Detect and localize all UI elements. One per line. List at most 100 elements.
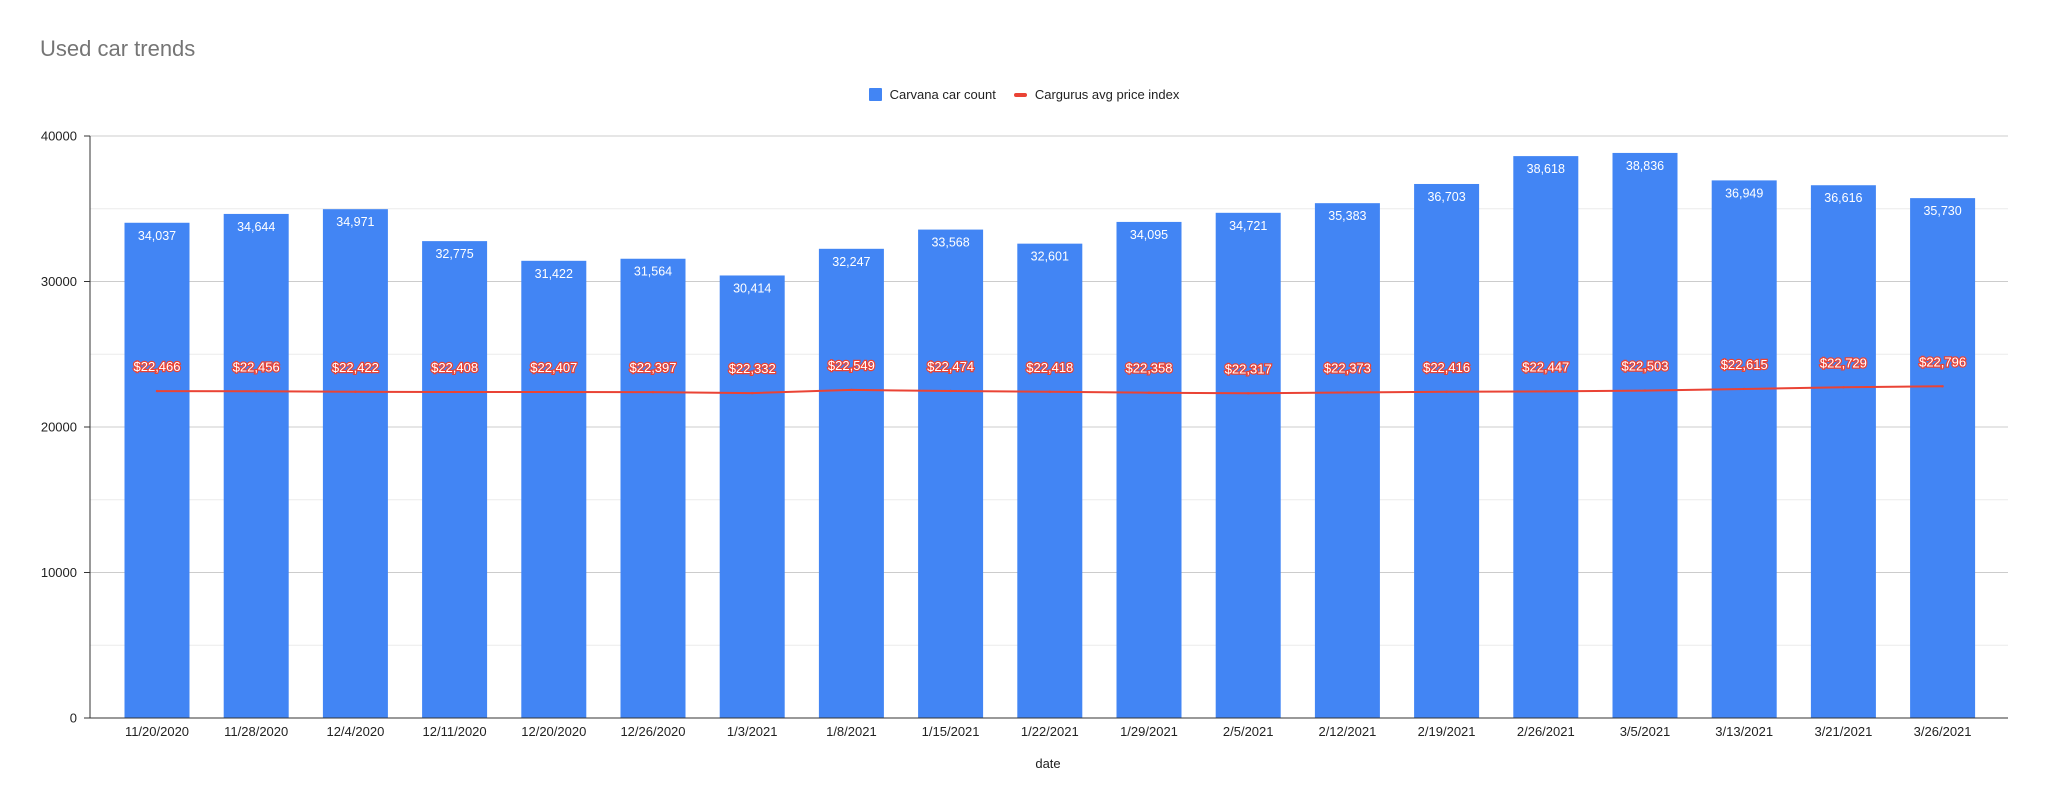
- bar-value-label: 35,730: [1923, 204, 1961, 218]
- bar-value-label: 33,568: [931, 236, 969, 250]
- legend-swatch-line: [1013, 92, 1027, 97]
- line-value-label: $22,416: [1423, 360, 1470, 375]
- line-point: [850, 388, 853, 392]
- line-value-label: $22,332: [729, 361, 776, 376]
- line-value-label: $22,397: [630, 360, 677, 375]
- bar: [1314, 203, 1380, 718]
- bar-value-label: 30,414: [733, 281, 771, 295]
- line-point: [255, 390, 258, 393]
- bar-value-label: 32,247: [832, 255, 870, 269]
- legend-label-bars: Carvana car count: [889, 87, 996, 102]
- bar: [1810, 185, 1876, 719]
- line-value-label: $22,474: [927, 359, 974, 374]
- bar-value-label: 34,037: [138, 229, 176, 243]
- line-point: [453, 390, 456, 394]
- bar-value-label: 34,095: [1130, 228, 1168, 242]
- line-point: [651, 390, 655, 394]
- line-point: [1643, 389, 1647, 392]
- line-point: [1247, 392, 1250, 395]
- line-point: [751, 391, 754, 395]
- line-value-label: $22,408: [431, 360, 478, 375]
- line-point: [1346, 391, 1349, 394]
- x-tick-label: 12/4/2020: [326, 724, 384, 739]
- line-value-label: $22,549: [828, 358, 875, 373]
- bar: [422, 241, 488, 718]
- line-value-label: $22,615: [1721, 357, 1768, 372]
- bar: [1711, 180, 1777, 719]
- bar: [918, 229, 984, 718]
- line-point: [1842, 386, 1845, 389]
- line-series-group: [155, 385, 1944, 395]
- line-point: [949, 389, 952, 393]
- bar: [1017, 243, 1083, 718]
- y-tick-label: 20000: [41, 420, 77, 435]
- bar-value-label: 36,616: [1824, 191, 1862, 205]
- bar-value-label: 34,971: [336, 215, 374, 229]
- x-tick-label: 3/5/2021: [1620, 724, 1671, 739]
- line-point: [1544, 390, 1548, 393]
- x-tick-label: 1/22/2021: [1021, 724, 1079, 739]
- x-tick-label: 11/20/2020: [125, 724, 189, 739]
- line-value-label: $22,422: [332, 360, 379, 375]
- line-value-label: $22,796: [1919, 354, 1966, 369]
- line-value-label: $22,358: [1126, 361, 1173, 376]
- bar-value-label: 34,644: [237, 220, 275, 234]
- x-tick-label: 12/20/2020: [521, 724, 586, 739]
- bar: [1513, 156, 1579, 718]
- bar-value-label: 35,383: [1328, 209, 1366, 223]
- bars-group: [124, 152, 1976, 719]
- bar-value-label: 38,836: [1626, 159, 1664, 173]
- line-point: [1941, 385, 1944, 388]
- y-tick-label: 30000: [41, 274, 77, 289]
- line-value-label: $22,373: [1324, 360, 1371, 375]
- legend: Carvana car count Cargurus avg price ind…: [0, 87, 2048, 102]
- bar: [719, 275, 785, 718]
- bar: [322, 209, 388, 719]
- x-tick-label: 1/15/2021: [922, 724, 980, 739]
- bar: [1612, 152, 1678, 718]
- y-tick-label: 0: [70, 711, 77, 726]
- x-tick-label: 2/26/2021: [1517, 724, 1575, 739]
- bar: [1215, 212, 1281, 718]
- bar: [620, 258, 686, 718]
- x-tick-label: 1/3/2021: [727, 724, 778, 739]
- legend-item-bars[interactable]: Carvana car count: [868, 87, 996, 102]
- legend-swatch-bars: [868, 88, 882, 101]
- x-axis-label: date: [1035, 756, 1060, 771]
- bar-value-label: 31,422: [535, 267, 573, 281]
- axes-group: 0 10000 20000 30000 40000 11/20/2020 11/28/202…: [41, 129, 2008, 739]
- line-point: [1048, 390, 1052, 394]
- line-point: [1147, 391, 1151, 394]
- x-tick-label: 12/26/2020: [620, 724, 685, 739]
- y-tick-label: 40000: [41, 129, 77, 144]
- data-labels-group: 34,037 34,644 34,971 32,775 31,422 31,564 30,4…: [132, 159, 1967, 378]
- bar: [1116, 221, 1182, 718]
- line-value-label: $22,729: [1820, 355, 1867, 370]
- legend-label-line: Cargurus avg price index: [1034, 87, 1180, 102]
- x-tick-label: 2/12/2021: [1318, 724, 1376, 739]
- chart-title: Used car trends: [40, 36, 196, 61]
- x-tick-label: 2/5/2021: [1223, 724, 1274, 739]
- x-tick-label: 1/29/2021: [1120, 724, 1178, 739]
- bar-value-label: 36,949: [1725, 186, 1763, 200]
- line-value-label: $22,447: [1522, 359, 1569, 374]
- x-tick-label: 3/26/2021: [1914, 724, 1972, 739]
- line-point: [1445, 390, 1448, 394]
- bar-value-label: 38,618: [1527, 162, 1565, 176]
- x-tick-label: 1/8/2021: [826, 724, 877, 739]
- line-value-label: $22,418: [1026, 360, 1073, 375]
- legend-item-line[interactable]: Cargurus avg price index: [1013, 87, 1180, 102]
- bar: [1910, 198, 1976, 719]
- bar-value-label: 36,703: [1427, 190, 1465, 204]
- bar: [124, 222, 190, 718]
- line-point: [155, 389, 159, 393]
- bar-value-label: 32,775: [435, 247, 473, 261]
- bar: [223, 213, 289, 718]
- line-value-label: $22,407: [530, 360, 577, 375]
- y-tick-label: 10000: [41, 565, 77, 580]
- x-tick-label: 2/19/2021: [1418, 724, 1476, 739]
- line-value-label: $22,503: [1622, 359, 1669, 374]
- line-point: [354, 390, 357, 393]
- bar-value-label: 34,721: [1229, 219, 1267, 233]
